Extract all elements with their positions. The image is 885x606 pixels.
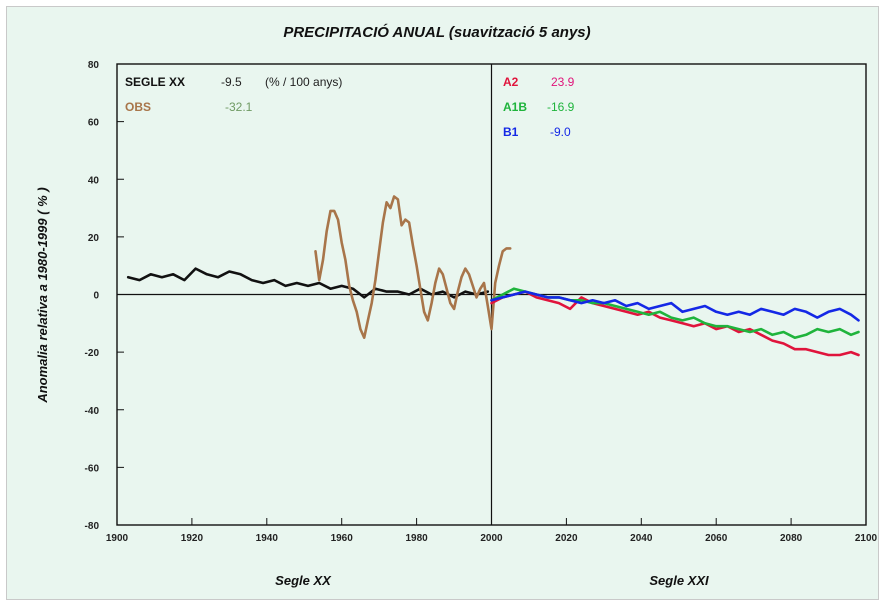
y-tick-label: 60 xyxy=(88,118,100,129)
x-tick-label: 1920 xyxy=(181,533,204,544)
x-axis-label-segle-xxi: Segle XXI xyxy=(649,573,709,588)
series-line-b1 xyxy=(490,290,860,322)
x-tick-label: 1980 xyxy=(405,533,428,544)
x-tick-label: 1900 xyxy=(106,533,129,544)
y-tick-label: -60 xyxy=(85,463,100,474)
y-tick-label: 20 xyxy=(88,233,100,244)
y-tick-label: 40 xyxy=(88,175,100,186)
legend-scenarios: A2 23.9 A1B -16.9 B1 -9.0 xyxy=(503,75,575,139)
x-tick-label: 2060 xyxy=(705,533,728,544)
y-axis-ticks: 80 60 40 20 0 -20 -40 -60 -80 xyxy=(85,60,124,532)
legend-label-b1: B1 xyxy=(503,125,519,139)
legend-value-segle-xx: -9.5 xyxy=(221,75,242,89)
x-axis-ticks: 1900 1920 1940 1960 1980 2000 2020 2040 2060 2080… xyxy=(106,518,878,544)
series-group xyxy=(126,195,860,357)
legend-value-a2: 23.9 xyxy=(551,75,575,89)
chart-svg: PRECIPITACIÓ ANUAL (suavització 5 anys) … xyxy=(35,23,878,588)
legend-label-segle-xx: SEGLE XX xyxy=(125,75,185,89)
y-tick-label: -40 xyxy=(85,406,100,417)
legend-label-a1b: A1B xyxy=(503,100,527,114)
legend-value-b1: -9.0 xyxy=(550,125,571,139)
x-tick-label: 2040 xyxy=(630,533,653,544)
x-tick-label: 1940 xyxy=(256,533,279,544)
chart-figure: PRECIPITACIÓ ANUAL (suavització 5 anys) … xyxy=(6,6,879,600)
x-axis-label-segle-xx: Segle XX xyxy=(275,573,332,588)
series-line-segle-xx xyxy=(126,267,490,299)
x-tick-label: 2080 xyxy=(780,533,803,544)
reference-lines xyxy=(117,64,866,525)
y-axis-label: Anomalia relativa a 1980-1999 ( % ) xyxy=(35,187,50,403)
series-line-a2 xyxy=(490,290,860,357)
x-tick-label: 2100 xyxy=(855,533,878,544)
legend-label-obs: OBS xyxy=(125,100,151,114)
chart-title: PRECIPITACIÓ ANUAL (suavització 5 anys) xyxy=(283,23,590,41)
x-tick-label: 2000 xyxy=(480,533,503,544)
x-tick-label: 1960 xyxy=(331,533,354,544)
legend-label-a2: A2 xyxy=(503,75,519,89)
y-tick-label: 0 xyxy=(93,291,99,302)
y-tick-label: 80 xyxy=(88,60,100,71)
legend-value-a1b: -16.9 xyxy=(547,100,575,114)
x-tick-label: 2020 xyxy=(555,533,578,544)
legend-segle-xx: SEGLE XX -9.5 (% / 100 anys) OBS -32.1 xyxy=(125,75,342,114)
legend-unit: (% / 100 anys) xyxy=(265,75,342,89)
y-tick-label: -80 xyxy=(85,521,100,532)
series-line-obs xyxy=(314,195,512,340)
legend-value-obs: -32.1 xyxy=(225,100,253,114)
y-tick-label: -20 xyxy=(85,348,100,359)
